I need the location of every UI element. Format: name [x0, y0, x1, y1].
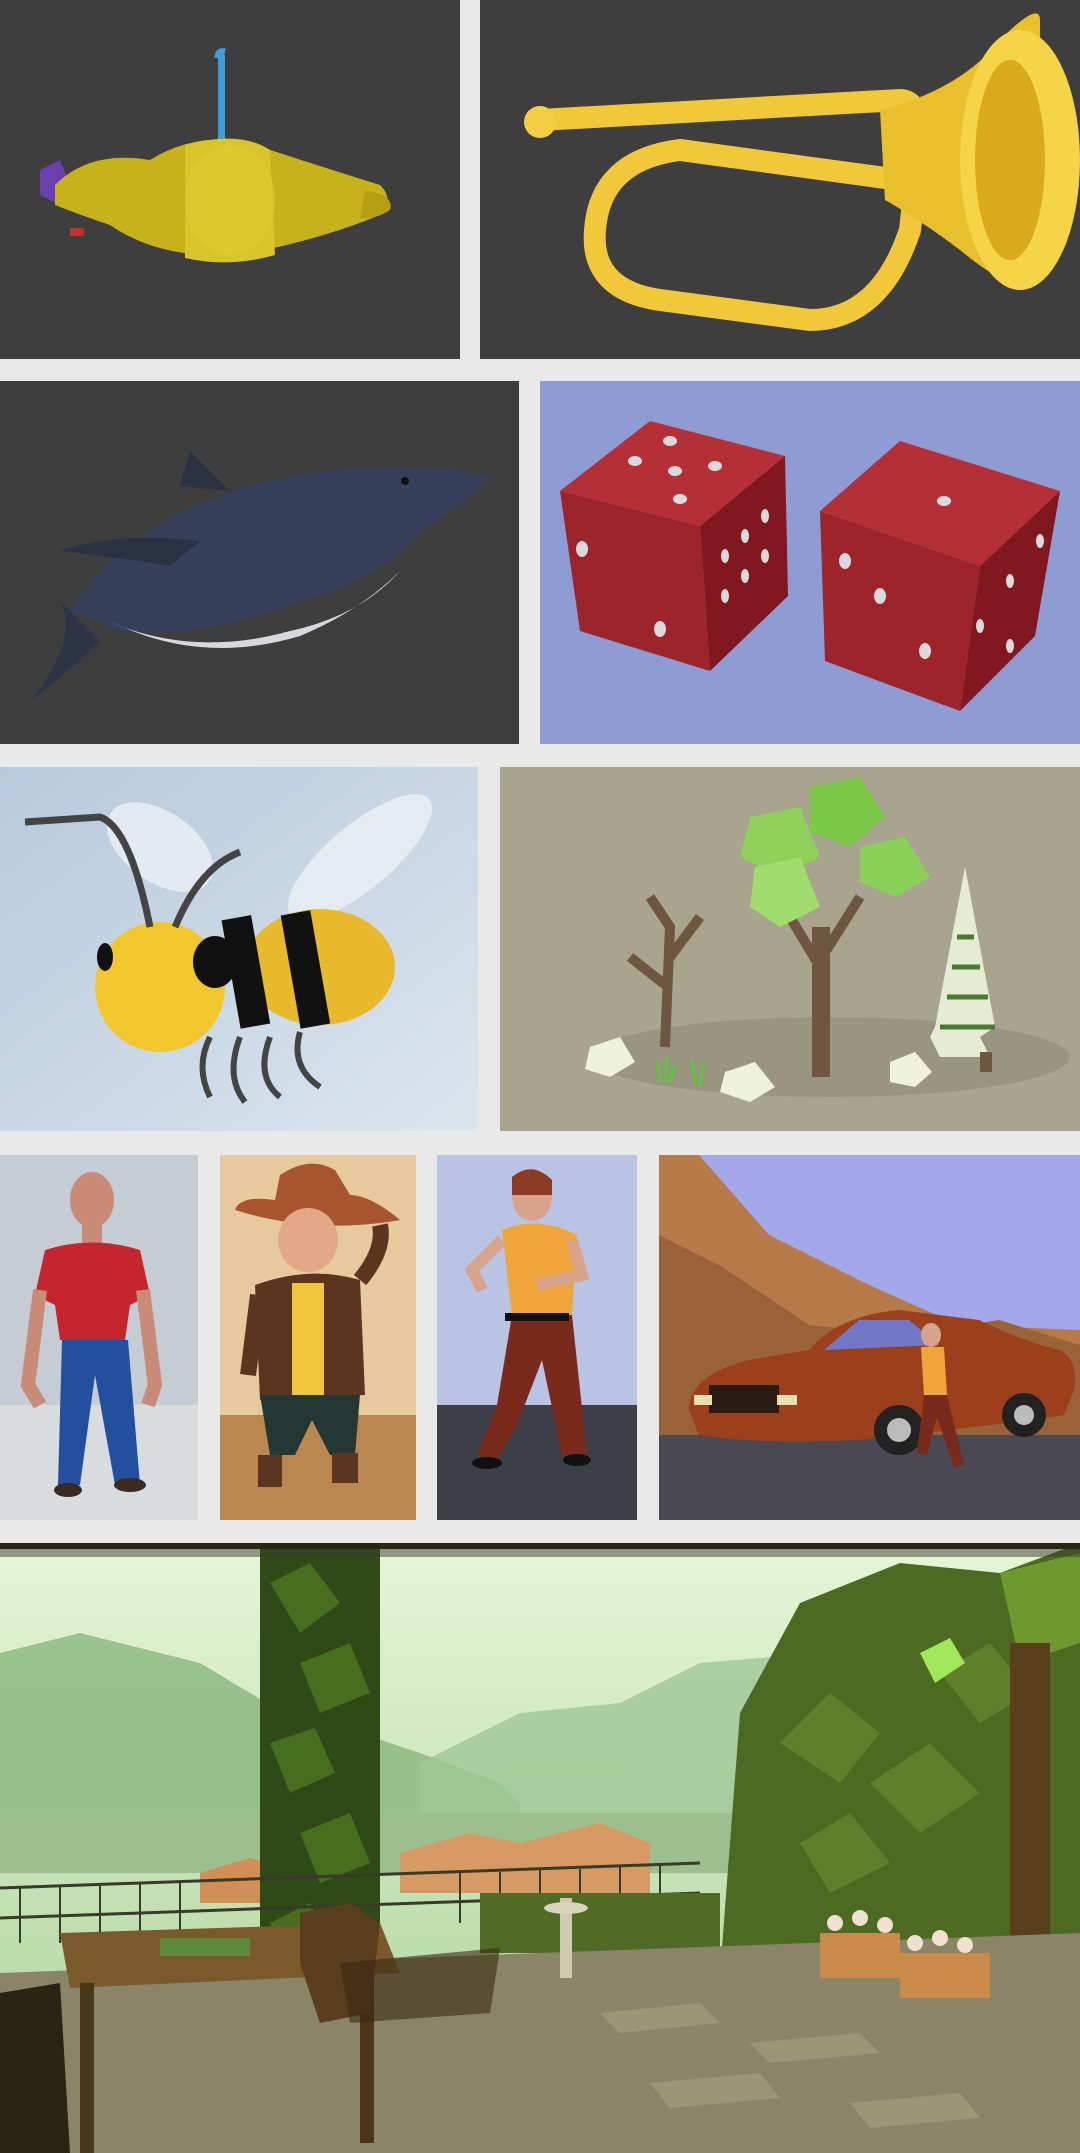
shark-render	[0, 381, 519, 744]
car-desert-render	[659, 1155, 1080, 1520]
lakeside-terrace-render	[0, 1543, 1080, 2153]
dice-render	[540, 381, 1080, 744]
man-red-shirt-render	[0, 1155, 198, 1520]
bee-render	[0, 767, 478, 1131]
dancing-man-render	[437, 1155, 637, 1520]
bugle-render	[480, 0, 1080, 359]
trees-render	[500, 767, 1080, 1131]
cowboy-render	[220, 1155, 416, 1520]
submarine-render	[0, 0, 460, 359]
